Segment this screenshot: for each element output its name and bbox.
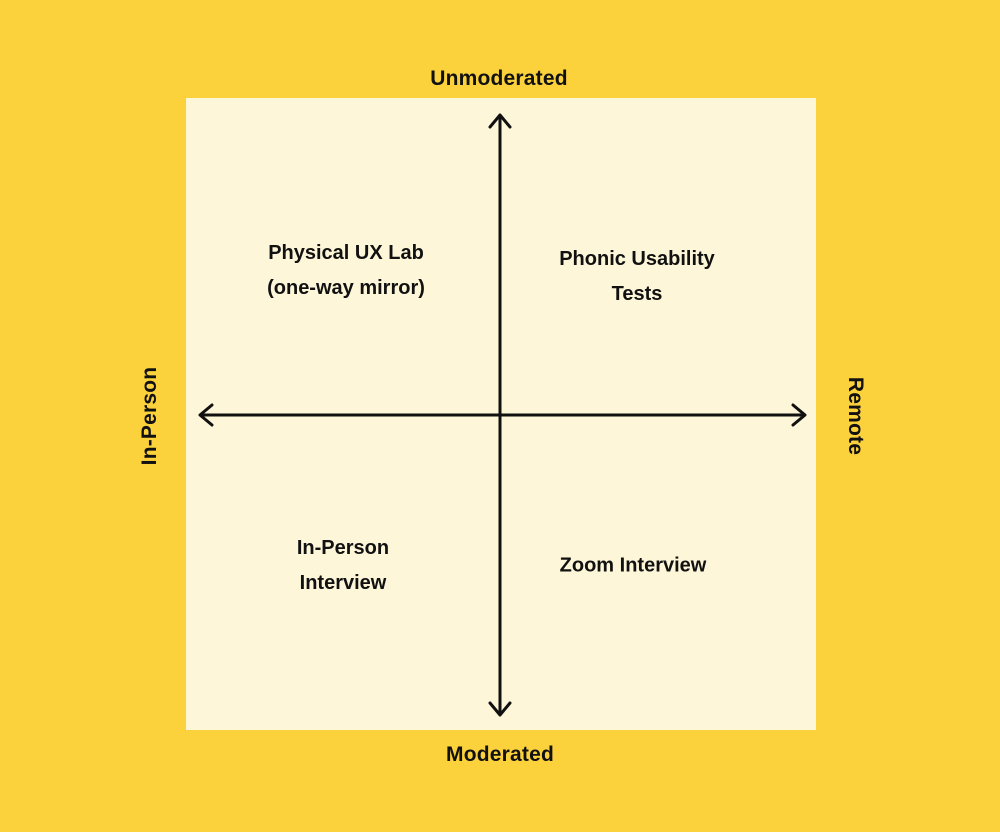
axis-label-remote: Remote [844, 376, 867, 456]
quadrant-label-phonic-usability-tests: Phonic Usability Tests [559, 248, 715, 305]
axis-label-moderated: Moderated [446, 743, 554, 766]
quadrant-label-zoom-interview: Zoom Interview [559, 554, 707, 577]
axis-label-in-person: In-Person [138, 366, 161, 466]
axis-label-unmoderated: Unmoderated [430, 67, 568, 90]
quadrant-label-in-person-interview: In-Person Interview [296, 537, 390, 594]
quadrant-label-physical-ux-lab: Physical UX Lab (one-way mirror) [267, 242, 425, 299]
quadrant-panel [186, 98, 816, 730]
